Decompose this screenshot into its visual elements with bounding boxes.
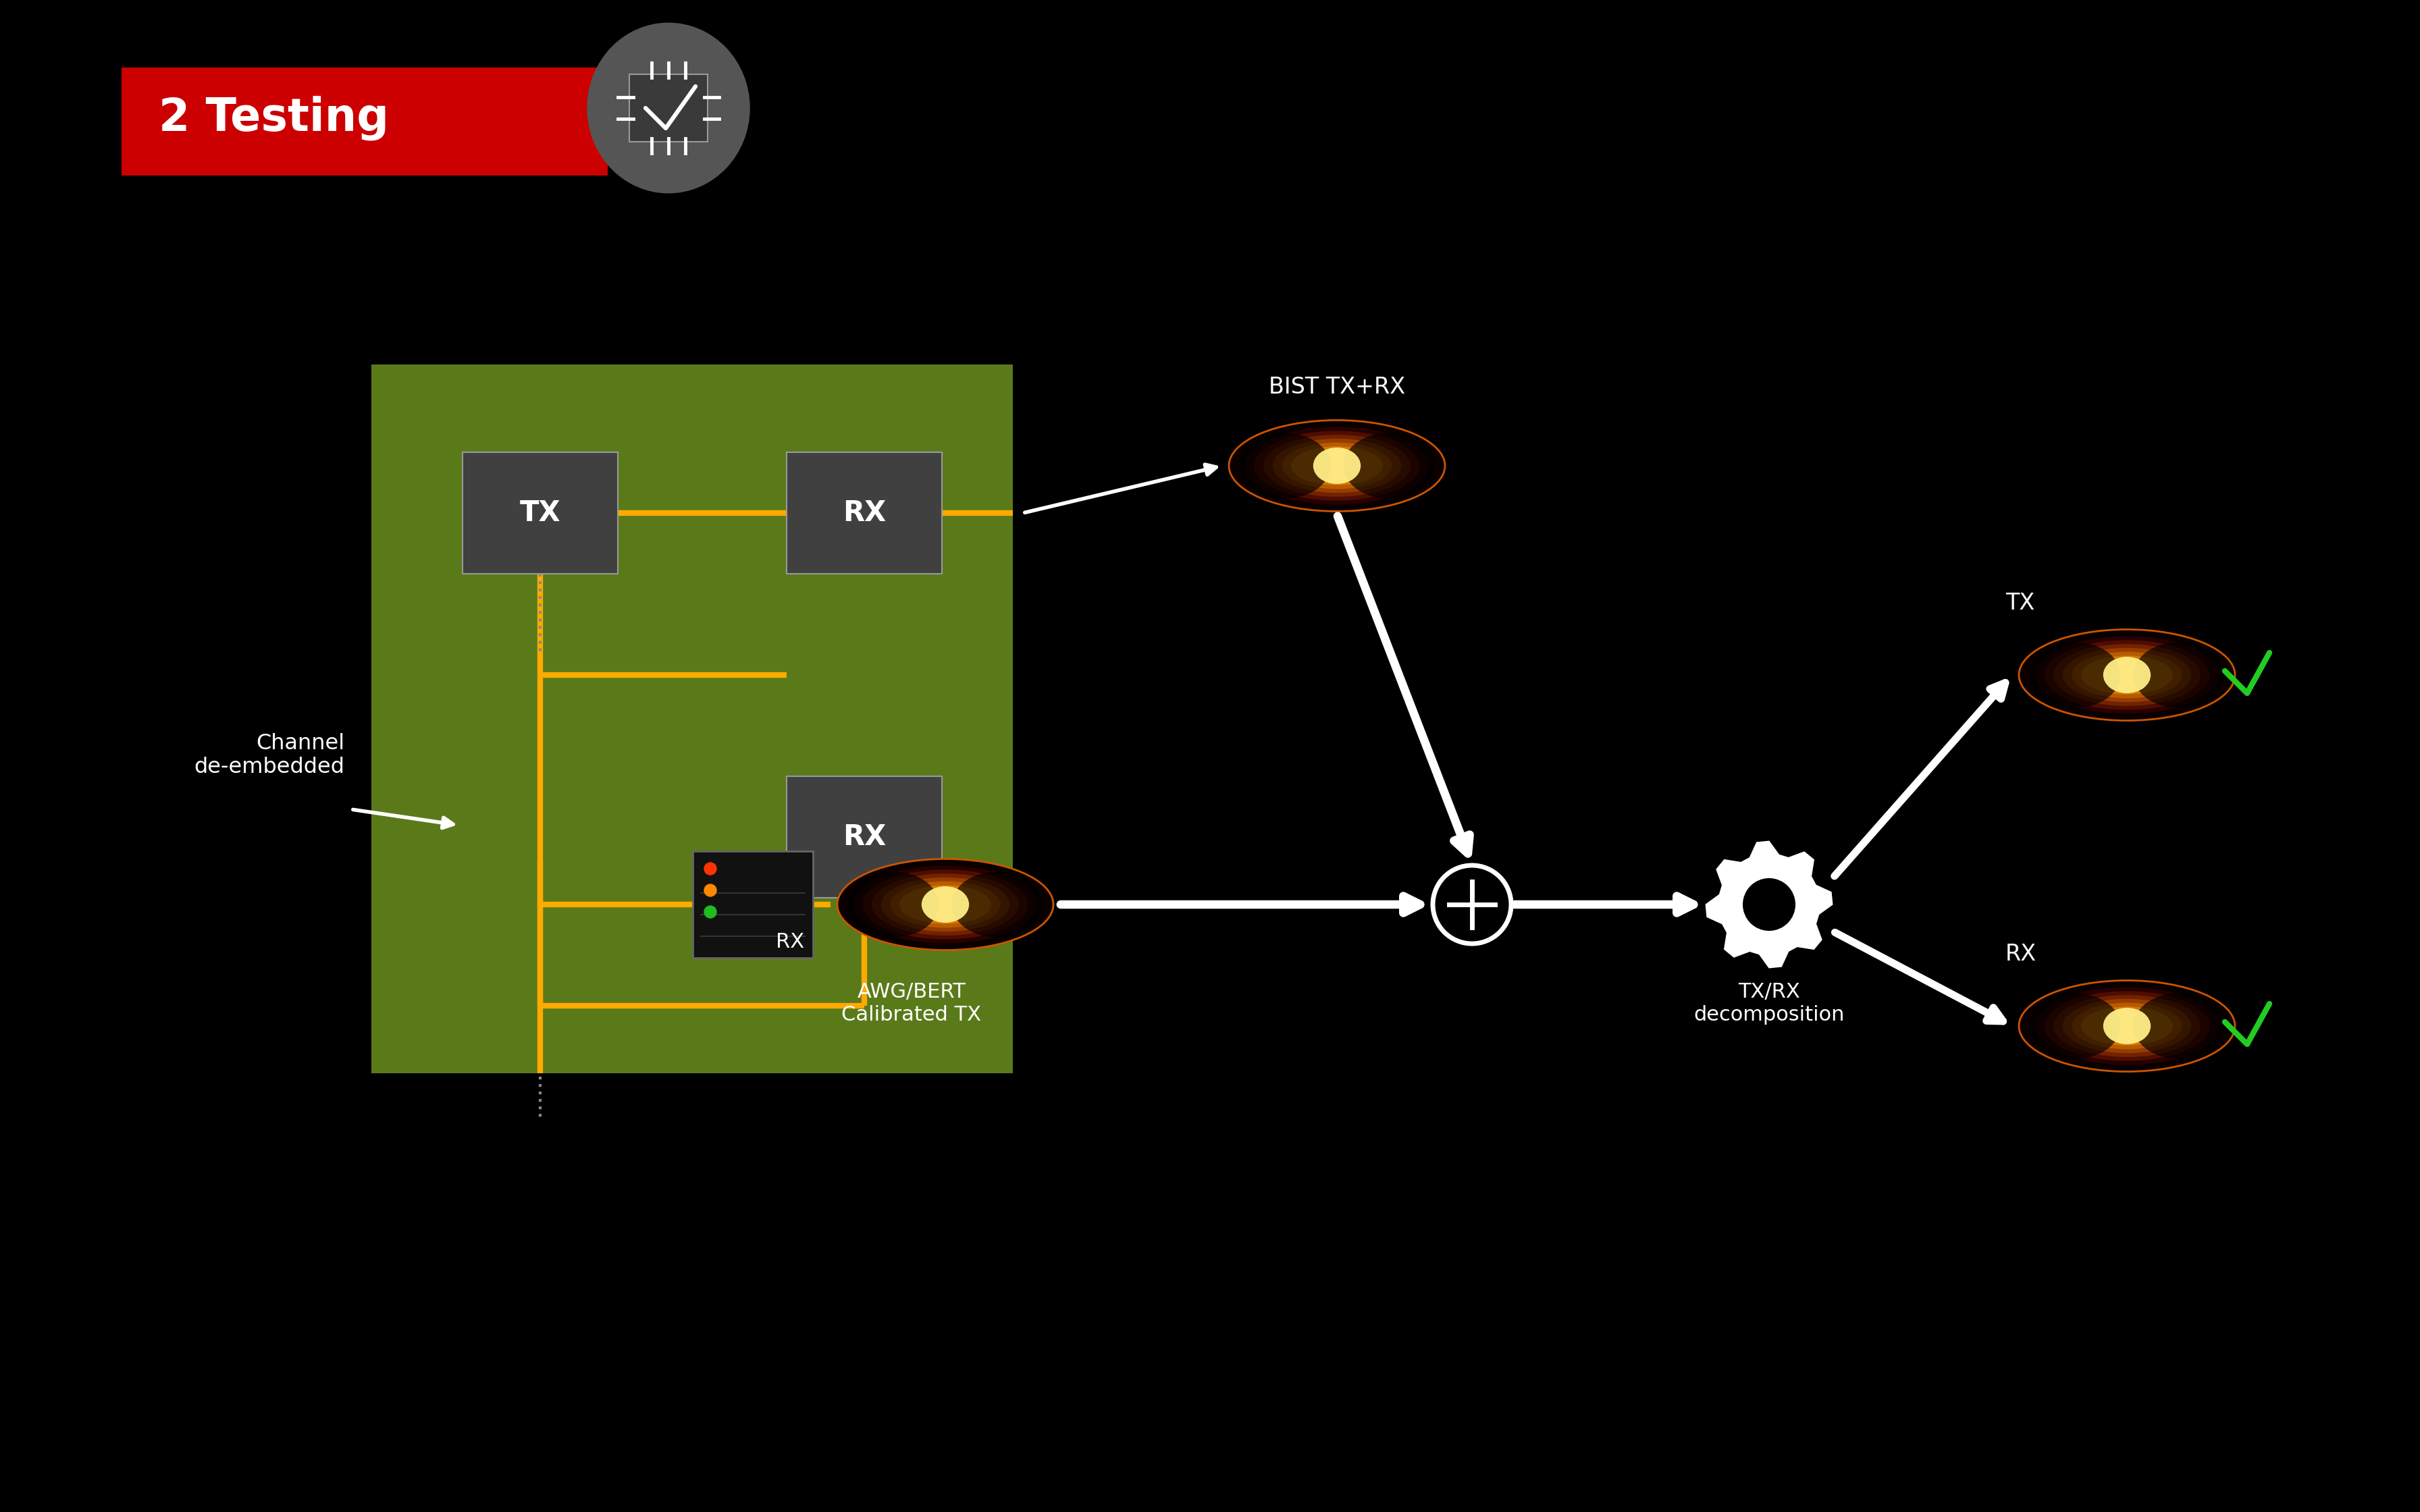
Ellipse shape [847, 872, 939, 937]
FancyBboxPatch shape [786, 452, 941, 573]
Ellipse shape [922, 886, 968, 922]
Ellipse shape [2045, 992, 2209, 1061]
Ellipse shape [2103, 1009, 2151, 1045]
Ellipse shape [1229, 420, 1445, 511]
Ellipse shape [2035, 637, 2219, 714]
FancyBboxPatch shape [370, 364, 1014, 1074]
Text: 2 Testing: 2 Testing [160, 95, 390, 141]
Ellipse shape [1254, 431, 1421, 500]
Text: AWG/BERT
Calibrated TX: AWG/BERT Calibrated TX [842, 983, 983, 1025]
Text: TX/RX
decomposition: TX/RX decomposition [1694, 983, 1844, 1025]
Ellipse shape [837, 859, 1053, 950]
Text: TX: TX [2006, 593, 2035, 614]
FancyBboxPatch shape [629, 74, 707, 142]
Ellipse shape [891, 881, 999, 928]
Ellipse shape [2045, 640, 2209, 709]
FancyBboxPatch shape [692, 851, 813, 957]
Ellipse shape [862, 869, 1028, 939]
Ellipse shape [1239, 432, 1331, 499]
Ellipse shape [2134, 643, 2224, 708]
Ellipse shape [2062, 647, 2190, 702]
Text: TX: TX [520, 499, 561, 528]
Circle shape [704, 863, 716, 875]
Circle shape [704, 906, 716, 918]
Circle shape [1742, 878, 1796, 931]
Ellipse shape [871, 874, 1019, 936]
Ellipse shape [1343, 432, 1435, 499]
Ellipse shape [1314, 448, 1360, 484]
Ellipse shape [1246, 426, 1428, 505]
Text: RX: RX [777, 931, 803, 951]
Text: BIST TX+RX: BIST TX+RX [1268, 376, 1406, 398]
Text: RX: RX [842, 823, 886, 851]
Ellipse shape [2018, 980, 2236, 1072]
Ellipse shape [2072, 1002, 2183, 1049]
Text: RX: RX [2006, 943, 2038, 965]
FancyBboxPatch shape [121, 68, 607, 175]
Ellipse shape [2081, 1007, 2173, 1045]
Ellipse shape [951, 872, 1043, 937]
Polygon shape [1706, 841, 1832, 968]
Ellipse shape [900, 885, 992, 924]
Ellipse shape [1283, 443, 1391, 488]
Ellipse shape [1290, 446, 1382, 485]
Circle shape [704, 885, 716, 897]
Ellipse shape [1273, 438, 1401, 493]
Ellipse shape [2062, 999, 2190, 1054]
Ellipse shape [881, 877, 1009, 931]
Ellipse shape [2103, 656, 2151, 692]
Text: Channel
de-embedded: Channel de-embedded [194, 733, 344, 777]
FancyBboxPatch shape [462, 452, 617, 573]
Ellipse shape [588, 23, 750, 194]
Ellipse shape [2072, 652, 2183, 699]
Ellipse shape [2055, 995, 2200, 1057]
Ellipse shape [854, 866, 1038, 943]
Text: RX: RX [842, 499, 886, 528]
Ellipse shape [2055, 644, 2200, 706]
Ellipse shape [2030, 993, 2120, 1058]
Ellipse shape [1263, 435, 1411, 497]
Ellipse shape [2134, 993, 2224, 1058]
Ellipse shape [2018, 629, 2236, 721]
Ellipse shape [2035, 987, 2219, 1064]
FancyBboxPatch shape [786, 776, 941, 898]
Ellipse shape [2030, 643, 2120, 708]
Ellipse shape [2081, 656, 2173, 694]
